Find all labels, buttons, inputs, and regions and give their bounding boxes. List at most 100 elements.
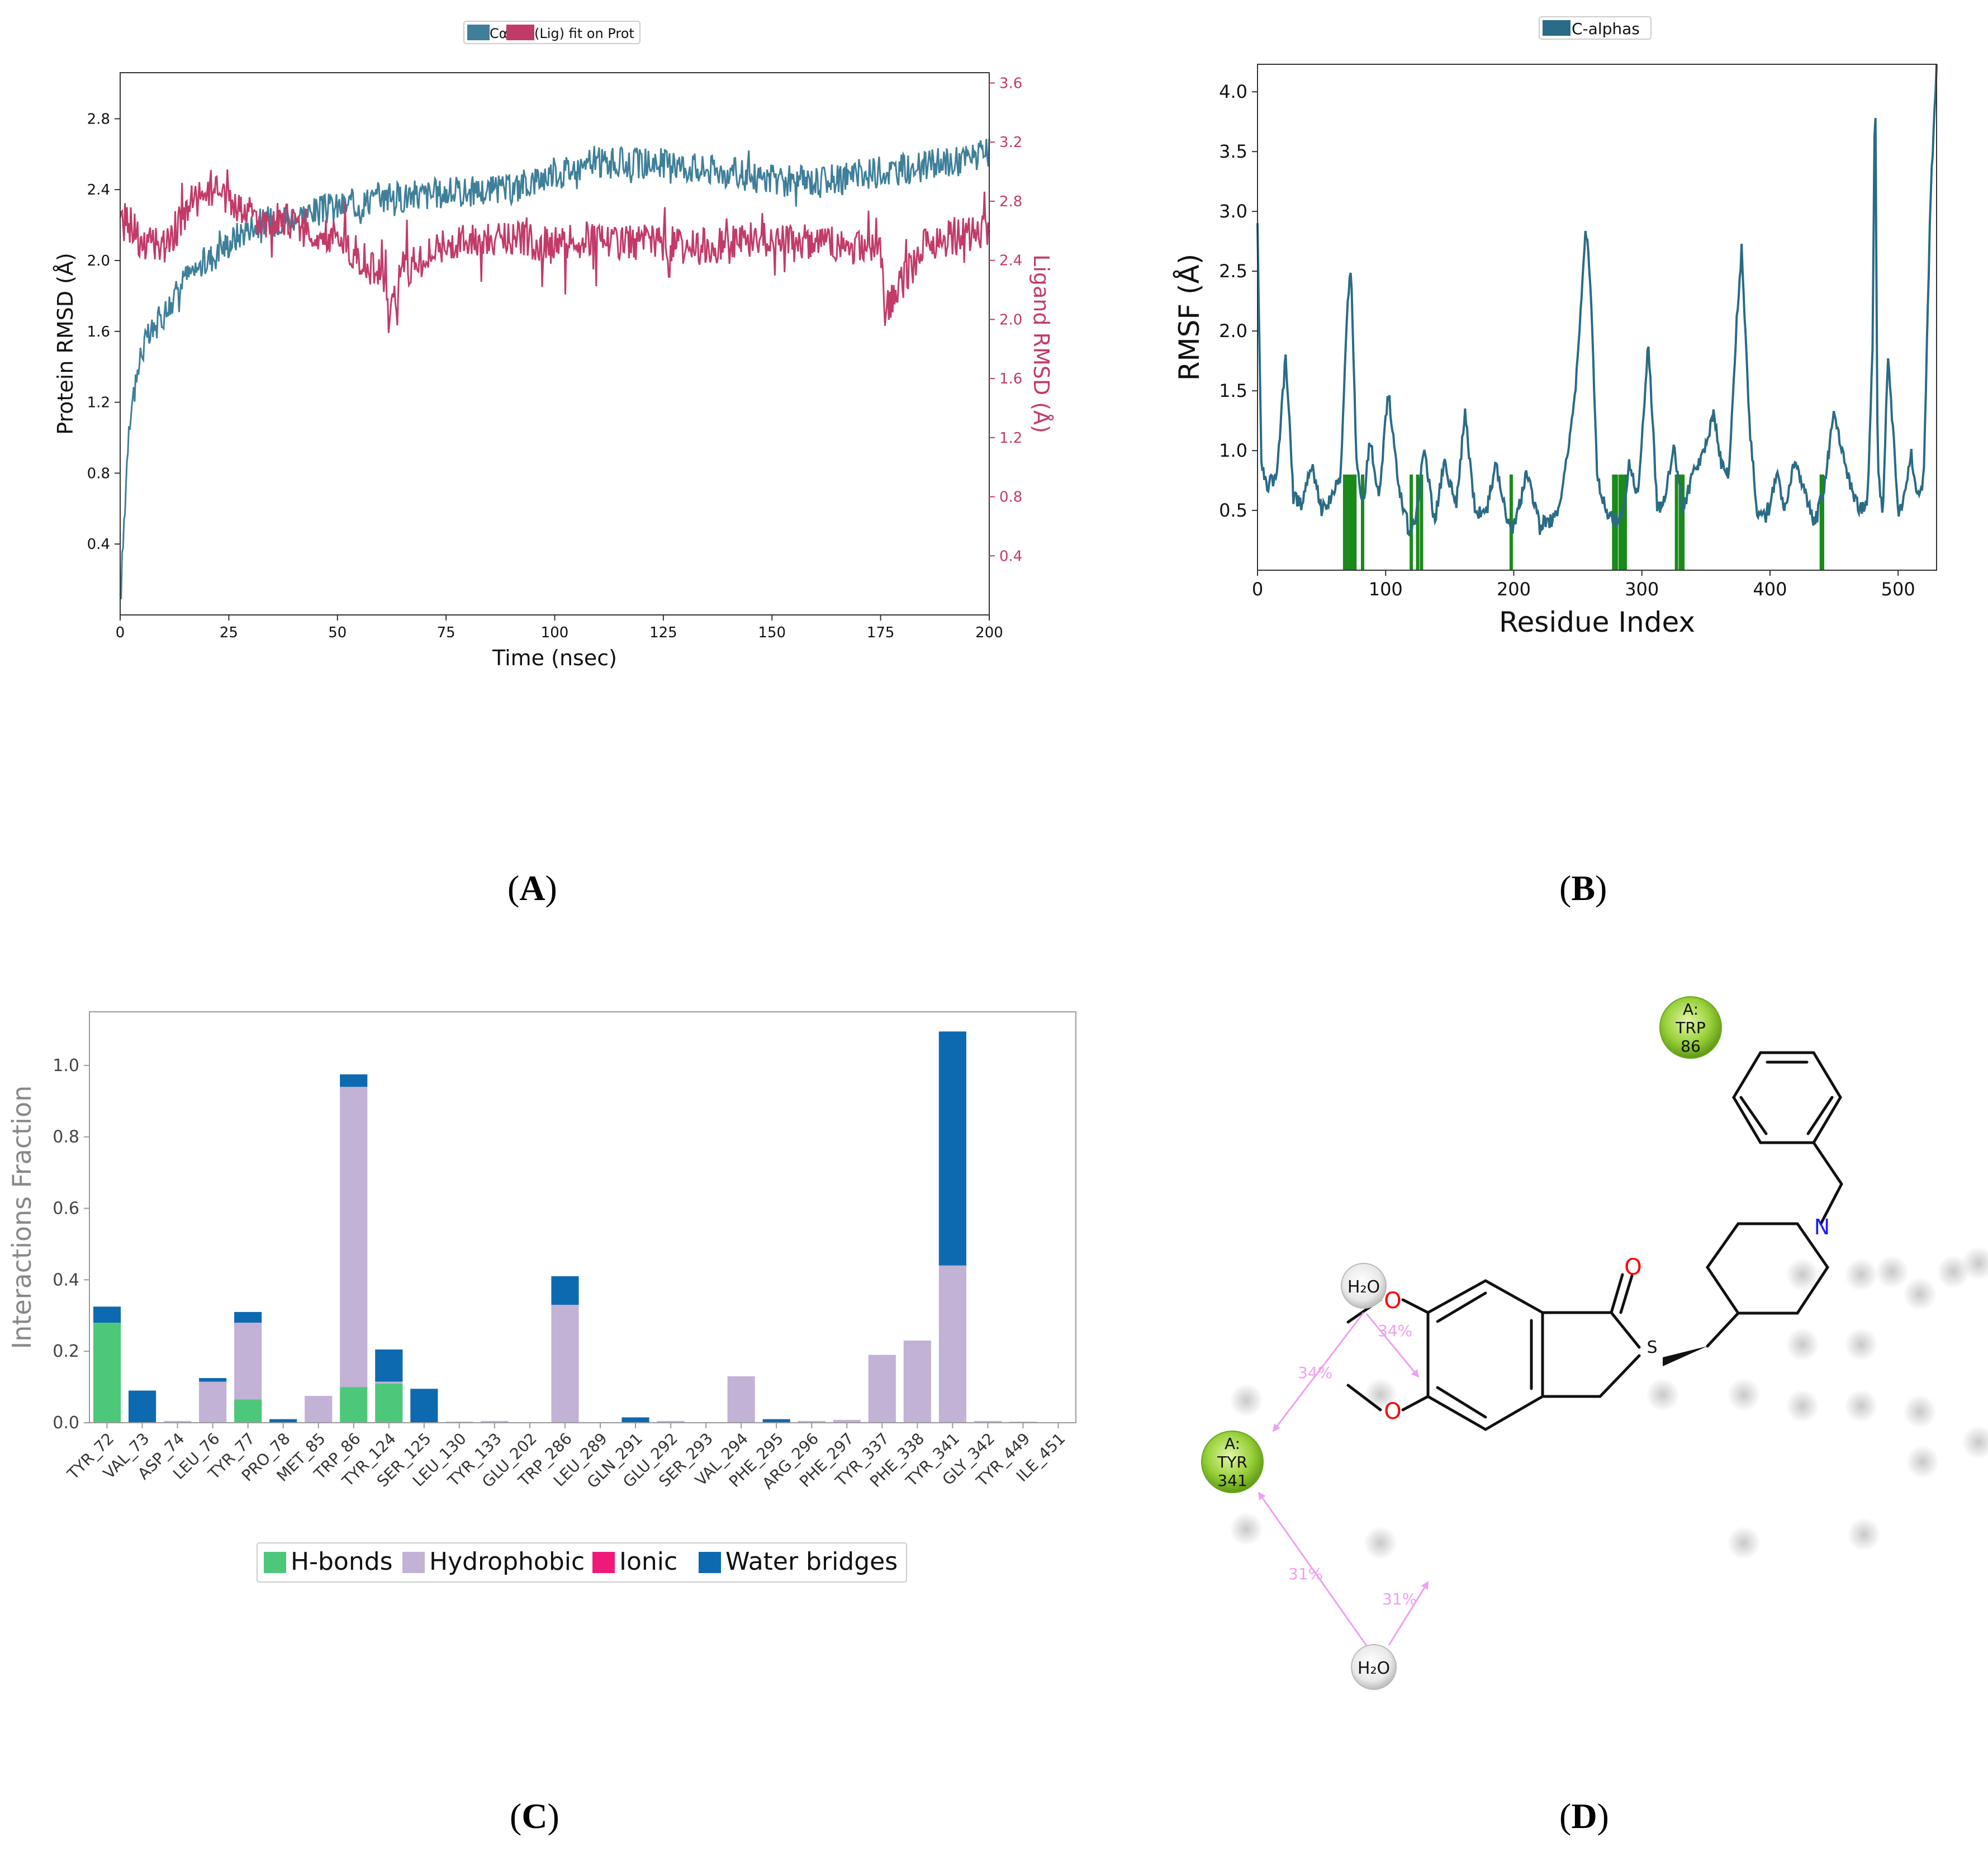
bar-segment xyxy=(974,1420,1002,1423)
rmsd-chart: 0 25 50 75 100 125 150 175 200 0.4 0.8 1.2 1.6 2.0 2.4… xyxy=(53,21,1054,670)
panel-c: 0.0 0.2 0.4 0.6 0.8 1.0 TYR_72 VAL_73 ASP_74 LEU_… xyxy=(0,984,1095,1610)
legend-label: Ionic xyxy=(619,1547,677,1576)
x-tick-label: 25 xyxy=(220,624,238,641)
y-tick-label-right: 3.2 xyxy=(999,134,1022,151)
bridge-pct-2: 34% xyxy=(1378,1322,1412,1340)
legend-swatch xyxy=(592,1552,615,1573)
x-tick-label: 200 xyxy=(1497,579,1531,600)
series-line-calphas xyxy=(1256,64,1938,537)
y-tick-label-left: 0.4 xyxy=(87,536,110,553)
residue-tyr-341: A: TYR 341 xyxy=(1201,1431,1264,1493)
bar-segment xyxy=(551,1305,579,1423)
y-tick-label-right: 1.2 xyxy=(999,430,1022,447)
x-axis-label: Time (nsec) xyxy=(492,646,617,670)
plot-frame xyxy=(89,1011,1076,1423)
y-tick-label: 3.5 xyxy=(1219,141,1247,162)
bar-segment xyxy=(551,1276,579,1305)
bar-segment xyxy=(903,1341,931,1423)
legend-swatch xyxy=(264,1552,286,1573)
y-tick-label: 3.0 xyxy=(1219,201,1247,222)
x-tick-label: 150 xyxy=(758,624,786,641)
y-tick-label-left: 0.8 xyxy=(87,465,110,482)
svg-text:A:: A: xyxy=(1683,1000,1698,1019)
atom-o-carbonyl: O xyxy=(1624,1254,1641,1280)
bar-segment xyxy=(798,1420,825,1423)
interactions-chart: 0.00.20.40.60.81.0TYR_72VAL_73ASP_74LEU_… xyxy=(7,1011,1076,1583)
x-tick-label: 100 xyxy=(1369,579,1403,600)
bar-segment xyxy=(199,1381,227,1423)
x-tick-label: 500 xyxy=(1881,579,1915,600)
bar-segment xyxy=(340,1387,368,1423)
panel-d: N O O O S 34% 34% 31% 31% H₂O H₂O A: TRP xyxy=(1174,984,1988,1711)
y-tick-label-left: 1.2 xyxy=(87,395,110,411)
y-tick-label: 0.5 xyxy=(1219,500,1247,521)
y-tick-label: 2.0 xyxy=(1219,320,1247,342)
x-tick-label: 400 xyxy=(1753,579,1787,600)
bridge-pct-3: 31% xyxy=(1288,1565,1323,1583)
water-bridge-lines xyxy=(1258,1312,1429,1658)
bar-segment xyxy=(410,1389,438,1423)
y-tick-label-left: 2.0 xyxy=(87,253,110,269)
bar-segment xyxy=(481,1420,509,1423)
bar-segment xyxy=(727,1376,755,1423)
panel-a-label: (A) xyxy=(507,868,557,908)
legend-swatch xyxy=(699,1552,721,1573)
bar-segment xyxy=(199,1378,227,1382)
y-tick-label-right: 2.0 xyxy=(999,311,1022,328)
ligand-interaction-diagram: N O O O S 34% 34% 31% 31% H₂O H₂O A: TRP xyxy=(1201,996,1988,1690)
bar-segment xyxy=(340,1087,368,1388)
bar-segment xyxy=(375,1383,403,1423)
y-tick-label-left: 1.6 xyxy=(87,324,110,340)
x-tick-label: 0 xyxy=(116,624,125,641)
molecule-bonds xyxy=(1346,1051,1843,1431)
bar-segment xyxy=(305,1396,333,1423)
svg-text:86: 86 xyxy=(1681,1037,1701,1055)
svg-text:H₂O: H₂O xyxy=(1358,1659,1390,1678)
y-tick-label: 4.0 xyxy=(1219,81,1247,102)
y-tick-label: 1.5 xyxy=(1219,380,1247,401)
bar-segment xyxy=(375,1349,403,1382)
bar-segment xyxy=(621,1417,649,1423)
x-tick-label: 300 xyxy=(1625,579,1659,600)
legend-label: H-bonds xyxy=(291,1547,393,1576)
plot-frame xyxy=(120,72,990,615)
rmsf-chart: 0 100 200 300 400 500 0.5 1.0 1.5 2.0 2.5 3.0 3.5 4.0… xyxy=(1173,16,1938,638)
bar-segment xyxy=(340,1074,368,1087)
y-axis-label: RMSF (Å) xyxy=(1173,254,1206,381)
y-tick-label: 0.8 xyxy=(53,1128,79,1147)
y-tick-label-left: 2.8 xyxy=(87,111,110,127)
y-axis-label-right: Ligand RMSD (Å) xyxy=(1029,254,1054,433)
y-tick-label-right: 2.8 xyxy=(999,193,1022,210)
bar-segment xyxy=(868,1355,896,1423)
plot-frame xyxy=(1257,64,1937,571)
y-tick-label: 0.2 xyxy=(53,1342,79,1361)
y-tick-label-right: 2.4 xyxy=(999,253,1022,269)
panel-b-label: (B) xyxy=(1559,868,1607,908)
bar-segment xyxy=(93,1306,121,1323)
svg-text:341: 341 xyxy=(1217,1471,1247,1490)
atom-s-stereo: S xyxy=(1647,1338,1657,1357)
legend-swatch xyxy=(1543,20,1571,36)
legend-label: Hydrophobic xyxy=(429,1547,585,1576)
bar-segment xyxy=(833,1419,861,1423)
panel-c-label: (C) xyxy=(510,1796,559,1836)
bridge-pct-4: 31% xyxy=(1382,1590,1417,1608)
bar-segment xyxy=(128,1390,156,1423)
y-axis-label-left: Protein RMSD (Å) xyxy=(53,253,78,435)
legend-label: C-alphas xyxy=(1572,20,1640,38)
bar-segment xyxy=(234,1323,262,1400)
bar-segment xyxy=(938,1031,966,1266)
legend-label: Water bridges xyxy=(725,1547,898,1576)
bar-segment xyxy=(164,1420,192,1423)
panel-d-label: (D) xyxy=(1559,1796,1609,1836)
atom-o-methoxy-2: O xyxy=(1384,1399,1401,1424)
y-tick-label-right: 3.6 xyxy=(999,75,1022,92)
x-tick-label: 200 xyxy=(975,624,1003,641)
y-tick-label-right: 0.4 xyxy=(999,548,1022,565)
x-tick-label: 100 xyxy=(541,624,569,641)
x-tick-label: 75 xyxy=(437,624,456,641)
y-tick-label-right: 0.8 xyxy=(999,489,1022,506)
y-tick-label: 1.0 xyxy=(53,1056,79,1076)
bar-segment xyxy=(234,1311,262,1323)
bar-segment xyxy=(93,1323,121,1423)
